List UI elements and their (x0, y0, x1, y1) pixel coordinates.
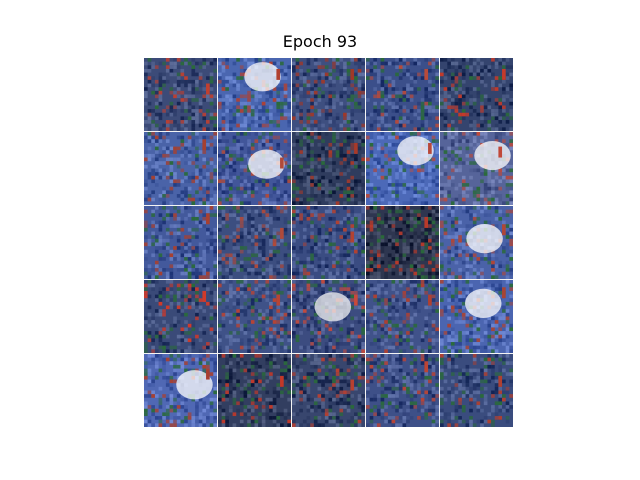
sample-tile (144, 206, 217, 279)
figure-title: Epoch 93 (282, 32, 358, 51)
sample-image (218, 280, 291, 353)
sample-tile (218, 280, 291, 353)
sample-tile (144, 132, 217, 205)
sample-image (144, 58, 217, 131)
sample-tile (218, 132, 291, 205)
sample-tile (440, 206, 513, 279)
sample-image (366, 206, 439, 279)
sample-image (366, 132, 439, 205)
sample-tile (218, 58, 291, 131)
sample-tile (366, 206, 439, 279)
sample-image (144, 280, 217, 353)
sample-image (144, 132, 217, 205)
sample-image (218, 206, 291, 279)
sample-tile (440, 354, 513, 427)
sample-image (440, 206, 513, 279)
sample-image (292, 280, 365, 353)
sample-image (292, 206, 365, 279)
sample-image (366, 354, 439, 427)
sample-image (292, 132, 365, 205)
sample-image (218, 354, 291, 427)
sample-tile (218, 354, 291, 427)
sample-image (144, 354, 217, 427)
sample-tile (144, 354, 217, 427)
sample-image (292, 58, 365, 131)
sample-tile (366, 132, 439, 205)
sample-image (366, 58, 439, 131)
sample-image (440, 354, 513, 427)
sample-image (292, 354, 365, 427)
sample-tile (366, 58, 439, 131)
sample-tile (366, 280, 439, 353)
sample-image (218, 58, 291, 131)
sample-tile (440, 58, 513, 131)
generated-image-grid (144, 58, 513, 427)
sample-tile (292, 280, 365, 353)
sample-tile (366, 354, 439, 427)
sample-tile (292, 354, 365, 427)
sample-tile (440, 280, 513, 353)
sample-tile (292, 206, 365, 279)
sample-image (144, 206, 217, 279)
sample-tile (292, 58, 365, 131)
sample-image (440, 280, 513, 353)
sample-image (366, 280, 439, 353)
sample-image (218, 132, 291, 205)
sample-tile (218, 206, 291, 279)
sample-tile (144, 280, 217, 353)
sample-image (440, 132, 513, 205)
sample-image (440, 58, 513, 131)
sample-tile (144, 58, 217, 131)
sample-tile (292, 132, 365, 205)
sample-tile (440, 132, 513, 205)
